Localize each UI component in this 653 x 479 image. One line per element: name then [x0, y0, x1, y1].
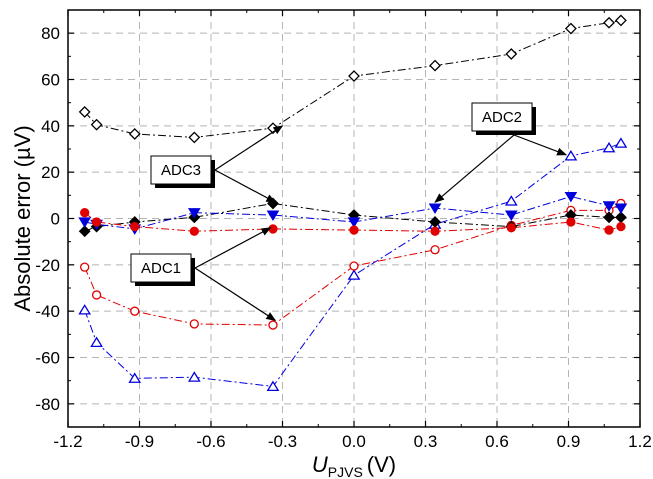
- callout-arrow: [434, 134, 515, 203]
- data-point-series-6: [566, 217, 576, 227]
- x-axis-title: UPJVS (V): [312, 452, 396, 479]
- data-point-series-2: [90, 336, 103, 347]
- y-tick-label: 40: [41, 117, 60, 136]
- data-point-series-5: [504, 210, 518, 221]
- data-point-series-6: [349, 225, 359, 235]
- y-tick-label: 0: [51, 210, 60, 229]
- data-point-series-3: [130, 306, 140, 316]
- data-point-series-6: [80, 208, 90, 218]
- data-point-series-6: [604, 225, 614, 235]
- data-point-series-6: [268, 224, 278, 234]
- callout-label: ADC2: [482, 109, 522, 126]
- data-point-series-6: [130, 221, 140, 232]
- data-point-series-2: [614, 137, 628, 148]
- data-point-series-6: [616, 221, 626, 232]
- y-tick-label: -20: [35, 256, 60, 275]
- data-point-series-5: [347, 217, 361, 228]
- callout-box: [150, 155, 212, 185]
- callout-box: [471, 102, 533, 132]
- x-tick-label: 1.2: [628, 432, 652, 451]
- x-tick-label: 0.0: [342, 432, 366, 451]
- data-point-series-2: [187, 371, 201, 382]
- data-point-series-3: [80, 262, 90, 272]
- data-point-series-2: [602, 141, 616, 153]
- data-point-series-1: [90, 118, 103, 131]
- y-tick-label: 80: [41, 24, 60, 43]
- callouts: ADC3 ADC1 ADC2: [130, 102, 568, 321]
- data-point-series-1: [603, 16, 615, 29]
- x-tick-label: -1.2: [53, 432, 82, 451]
- data-point-series-5: [428, 203, 442, 215]
- data-point-series-5: [266, 210, 280, 221]
- y-tick-label: 60: [41, 71, 60, 90]
- x-tick-label: -0.9: [125, 432, 154, 451]
- data-point-series-1: [615, 14, 627, 27]
- y-tick-label: -40: [35, 302, 60, 321]
- x-tick-label: -0.3: [268, 432, 297, 451]
- data-point-series-1: [429, 59, 441, 72]
- callout-label: ADC1: [141, 260, 181, 277]
- data-point-series-3: [349, 261, 359, 271]
- data-point-series-1: [128, 128, 141, 140]
- callout-arrow: [513, 134, 568, 156]
- data-point-series-2: [128, 372, 142, 383]
- data-point-series-6: [430, 226, 440, 236]
- callout-arrow: [214, 169, 277, 203]
- x-tick-label: 0.9: [557, 432, 581, 451]
- data-point-series-5: [78, 217, 92, 228]
- data-point-series-2: [266, 380, 280, 392]
- data-point-series-3: [430, 245, 440, 255]
- data-point-series-4: [78, 225, 91, 238]
- data-point-series-5: [564, 191, 578, 203]
- x-tick-label: 0.3: [414, 432, 438, 451]
- data-point-series-1: [564, 22, 577, 35]
- y-tick-label: -80: [35, 395, 60, 414]
- data-point-series-4: [267, 197, 279, 210]
- data-point-series-5: [602, 201, 616, 212]
- callout-arrow: [194, 267, 277, 321]
- callout-box: [130, 253, 192, 283]
- x-axis-title-sub: PJVS: [328, 464, 363, 479]
- axis-ticks: -1.2 -0.9 -0.6 -0.3 0.0 0.3 0.6 0.9 1.2 -80 -60 -40…: [35, 9, 652, 451]
- x-tick-label: -0.6: [196, 432, 225, 451]
- data-points: [78, 14, 628, 392]
- callout-arrow: [194, 227, 272, 269]
- data-point-series-1: [78, 106, 91, 118]
- data-point-series-1: [348, 70, 360, 82]
- x-tick-label: 0.6: [485, 432, 509, 451]
- data-point-series-2: [504, 195, 518, 206]
- data-point-series-6: [506, 223, 516, 233]
- callout-arrow: [214, 125, 284, 171]
- data-point-series-1: [505, 48, 518, 60]
- callout-label: ADC3: [161, 162, 201, 179]
- data-point-series-5: [187, 208, 201, 219]
- y-axis-title: Absolute error (µV): [10, 125, 35, 311]
- data-point-series-6: [189, 226, 199, 236]
- data-point-series-2: [347, 269, 361, 280]
- x-axis-title-unit: (V): [367, 452, 396, 477]
- data-point-series-3: [91, 290, 102, 300]
- data-point-series-1: [188, 131, 201, 144]
- data-point-series-2: [564, 150, 578, 161]
- data-point-series-3: [189, 319, 199, 329]
- data-point-series-5: [614, 203, 628, 215]
- x-axis-title-main: U: [312, 452, 328, 477]
- data-point-series-6: [91, 217, 102, 227]
- data-point-series-3: [268, 320, 278, 330]
- y-tick-label: -60: [35, 349, 60, 368]
- data-point-series-4: [603, 211, 615, 224]
- y-tick-label: 20: [41, 163, 60, 182]
- data-point-series-2: [78, 304, 92, 315]
